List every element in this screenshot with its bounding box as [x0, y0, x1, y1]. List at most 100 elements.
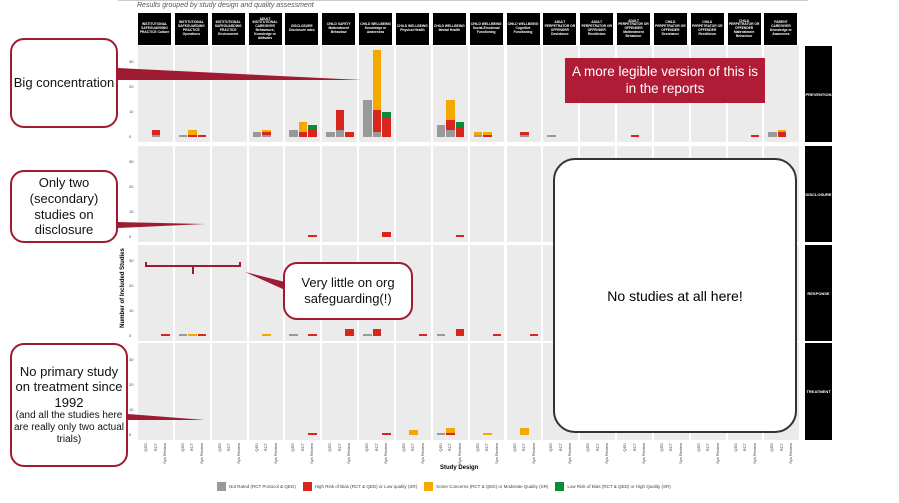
bar-segment: [161, 333, 170, 336]
bar-segment: [473, 132, 483, 135]
bar-segment: [520, 427, 529, 435]
facet-panel: [469, 46, 505, 142]
y-tick-label: 30: [129, 258, 134, 263]
x-tick-label: RCT: [263, 443, 269, 452]
facet-panel: [248, 245, 284, 341]
bar-segment: [188, 333, 197, 336]
facet-panel: [211, 343, 247, 440]
facet-header: INSTITUTIONAL SAFEGUARDING PRACTICE Oper…: [174, 13, 208, 45]
facet-panel: [469, 245, 505, 341]
callout-text: Big concentration: [13, 75, 115, 91]
bar-segment: [455, 328, 465, 336]
bar-segment: [372, 132, 382, 137]
facet-header: ADULT PERPETRATOR OR OFFENDER Maltreatme…: [617, 13, 651, 45]
facet-header: CHILD WELLBEING Mental Health: [432, 13, 466, 45]
x-tick-label: Sys Review: [383, 443, 389, 464]
bar-segment: [335, 129, 345, 137]
bar-segment: [436, 124, 446, 137]
facet-panel: [248, 146, 284, 242]
facet-panel: [359, 146, 394, 242]
x-tick-label: Sys Review: [493, 443, 499, 464]
callout-text: Very little on org safeguarding(!): [301, 275, 395, 306]
facet-header: CHILD PERPETRATOR OR OFFENDER Maltreatme…: [727, 13, 761, 45]
bar-segment: [382, 232, 391, 237]
bar-segment: [308, 432, 317, 435]
facet-panel: [138, 245, 173, 341]
row-strip-disclosure: DISCLOSURE: [805, 146, 832, 242]
x-tick-label: RCT: [189, 443, 195, 452]
facet-header: ADULT PERPETRATOR OR OFFENDER Desistance: [543, 13, 577, 45]
facet-panel: [432, 146, 468, 242]
facet-panel: [211, 146, 247, 242]
bar-segment: [446, 129, 455, 137]
callout-org-safeguarding: Very little on org safeguarding(!): [283, 262, 413, 320]
x-tick-label: RCT: [778, 443, 784, 452]
facet-panel: [174, 343, 210, 440]
facet-panel: [211, 245, 247, 341]
bar-segment: [382, 112, 391, 117]
bar-segment: [289, 333, 298, 336]
bar-segment: [436, 432, 446, 435]
x-tick-label: QED: [769, 443, 775, 452]
facet-header: CHILD WELLBEING Physical Health: [395, 13, 429, 45]
bar-segment: [750, 134, 760, 137]
facet-header: PARENT CAREGIVER Knowledge or Awareness: [764, 13, 798, 45]
y-tick-label: 0: [129, 134, 132, 139]
bar-segment: [151, 129, 160, 135]
bar-segment: [308, 234, 317, 237]
row-strip-response: RESPONSE: [805, 245, 832, 341]
x-tick-label: RCT: [226, 443, 232, 452]
callout-disclosure: Only two (secondary) studies on disclosu…: [10, 170, 118, 243]
x-tick-label: QED: [732, 443, 738, 452]
y-axis-label: Number of Included Studies: [120, 248, 126, 328]
bar-segment: [363, 99, 372, 137]
bar-segment: [382, 432, 391, 435]
y-tick-label: 10: [129, 209, 134, 214]
y-tick-label: 10: [129, 109, 134, 114]
facet-panel: [506, 146, 542, 242]
y-tick-label: 20: [129, 184, 134, 189]
row-strip-prevention: PREVENTION: [805, 46, 832, 142]
facet-panel: [174, 245, 210, 341]
facet-panel: [248, 343, 284, 440]
facet-panel: [248, 46, 284, 142]
x-tick-label: QED: [474, 443, 480, 452]
legend-label: High Risk of Bias (RCT & QED) or Low qua…: [314, 484, 418, 489]
facet-panel: [211, 46, 247, 142]
bar-segment: [298, 132, 308, 137]
x-tick-label: QED: [290, 443, 296, 452]
bar-segment: [520, 134, 529, 137]
facet-header: DISCLOSURE Disclosure rates: [285, 13, 319, 45]
bar-segment: [436, 333, 446, 336]
bar-segment: [151, 134, 160, 137]
callout-text: No primary study on treatment since 1992: [15, 363, 123, 410]
legend-swatch: [217, 482, 226, 491]
x-tick-label: QED: [437, 443, 443, 452]
x-tick-label: Sys Review: [309, 443, 315, 464]
x-tick-label: QED: [658, 443, 664, 452]
x-tick-label: Sys Review: [530, 443, 536, 464]
facet-header: CHILD WELLBEING Social-Emotional Functio…: [469, 13, 503, 45]
facet-header: CHILD PERPETRATOR OR OFFENDER Desistance: [653, 13, 687, 45]
bar-segment: [326, 132, 335, 137]
bar-segment: [418, 333, 428, 336]
no-studies-text: No studies at all here!: [607, 287, 743, 304]
facet-panel: [322, 146, 358, 242]
bar-segment: [473, 134, 483, 137]
facet-panel: [506, 245, 542, 341]
chart-subtitle: Results grouped by study design and qual…: [137, 2, 314, 9]
x-tick-label: QED: [622, 443, 628, 452]
bar-segment: [483, 132, 492, 135]
legend-swatch: [555, 482, 565, 491]
bar-segment: [446, 427, 455, 433]
bar-segment: [345, 328, 354, 336]
bar-segment: [409, 430, 418, 435]
x-tick-label: Sys Review: [788, 443, 794, 464]
facet-header: CHILD PERPETRATOR OR OFFENDER Recidivism: [690, 13, 724, 45]
x-tick-label: Sys Review: [456, 443, 462, 464]
bar-segment: [178, 134, 188, 137]
facet-panel: [138, 343, 173, 440]
y-tick-label: 30: [129, 159, 134, 164]
x-tick-label: RCT: [373, 443, 379, 452]
facet-header: ADULT INSTITUTIONAL CAREGIVER Behaviours…: [248, 13, 282, 45]
